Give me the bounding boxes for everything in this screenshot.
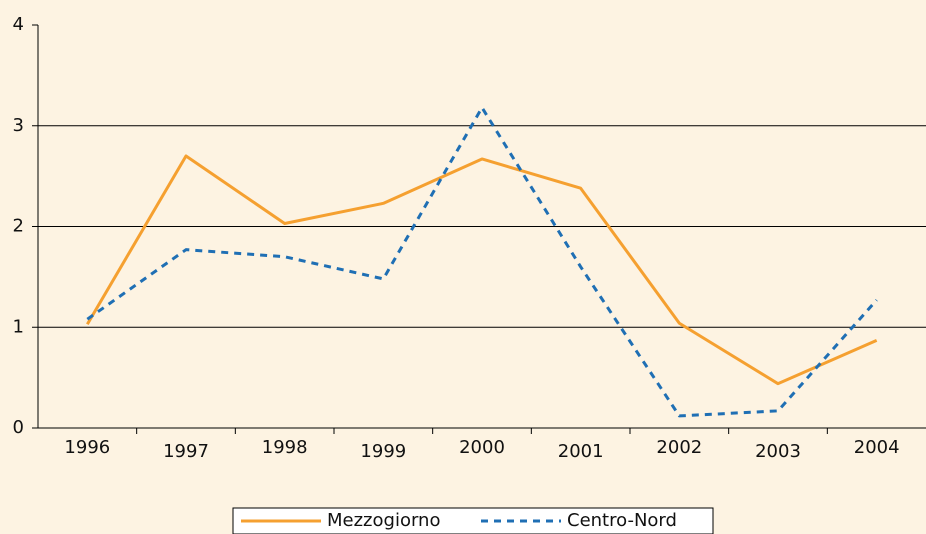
- y-tick-label: 1: [13, 316, 24, 337]
- x-tick-label: 1996: [64, 437, 110, 458]
- x-tick-label: 2001: [558, 441, 604, 462]
- series-line: [86, 154, 878, 386]
- x-tick-label: 2000: [459, 437, 505, 458]
- x-tick-label: 1999: [360, 441, 406, 462]
- y-tick-label: 4: [13, 14, 24, 35]
- x-tick-label: 2003: [755, 441, 801, 462]
- y-tick-label: 2: [13, 216, 24, 237]
- x-tick-label: 2004: [854, 437, 900, 458]
- legend-box: [232, 507, 714, 534]
- legend-label: Centro-Nord: [567, 510, 677, 531]
- legend-label: Mezzogiorno: [327, 510, 440, 531]
- x-tick-label: 2002: [656, 437, 702, 458]
- y-tick-label: 0: [13, 417, 24, 438]
- x-tick-label: 1998: [262, 437, 308, 458]
- series-line: [86, 106, 878, 418]
- y-tick-label: 3: [13, 115, 24, 136]
- x-tick-label: 1997: [163, 441, 209, 462]
